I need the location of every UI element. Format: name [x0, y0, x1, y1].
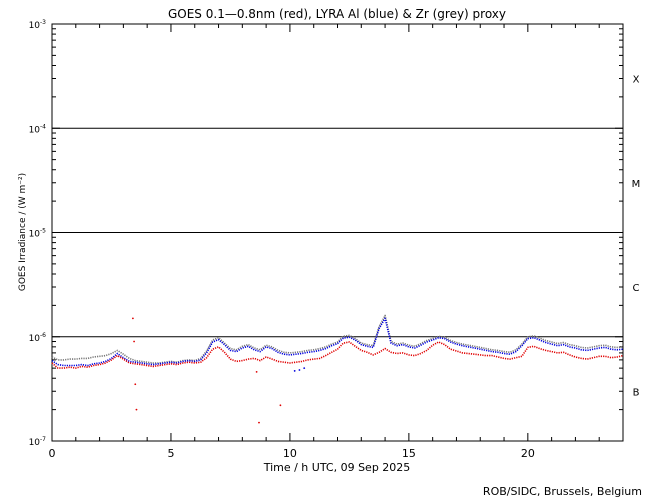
flare-class-lines [52, 127, 623, 338]
data-point [258, 421, 260, 424]
data-point [303, 367, 306, 370]
x-tick-label: 5 [167, 447, 174, 460]
series-line [51, 341, 624, 369]
data-point [255, 371, 258, 373]
x-axis-label: Time / h UTC, 09 Sep 2025 [263, 461, 411, 474]
x-tick-label: 20 [521, 447, 535, 460]
series-layer [51, 314, 624, 369]
data-point [131, 317, 134, 320]
y-tick-label: 10-5 [29, 228, 47, 240]
scattered-points [131, 317, 306, 424]
data-point [279, 404, 282, 407]
flare-class-label: C [633, 283, 640, 294]
y-tick-label: 10-4 [29, 123, 47, 135]
flare-class-labels: B C M X [632, 75, 641, 399]
y-tick-label: 10-6 [29, 332, 47, 344]
data-point [293, 370, 296, 372]
flare-class-label: B [633, 387, 640, 398]
x-tick-label: 15 [402, 447, 416, 460]
data-point [298, 369, 301, 371]
y-tick-label: 10-3 [29, 19, 47, 31]
x-axis-ticks: 0 5 10 15 20 [49, 24, 624, 460]
data-point [135, 408, 138, 411]
chart-title: GOES 0.1—0.8nm (red), LYRA Al (blue) & Z… [168, 7, 506, 21]
y-axis-label: GOES Irradiance / (W m⁻²) [18, 173, 28, 291]
series-line [51, 317, 624, 367]
x-tick-label: 10 [283, 447, 297, 460]
x-tick-label: 0 [49, 447, 56, 460]
series-line [51, 314, 624, 364]
flare-class-label: X [633, 75, 640, 86]
data-point [134, 383, 137, 386]
credit-text: ROB/SIDC, Brussels, Belgium [483, 485, 642, 498]
y-tick-label: 10-7 [29, 436, 47, 448]
flare-class-label: M [632, 179, 641, 190]
y-axis-ticks: 10-7 10-6 10-5 10-4 10-3 [29, 19, 623, 448]
data-point [133, 340, 135, 343]
